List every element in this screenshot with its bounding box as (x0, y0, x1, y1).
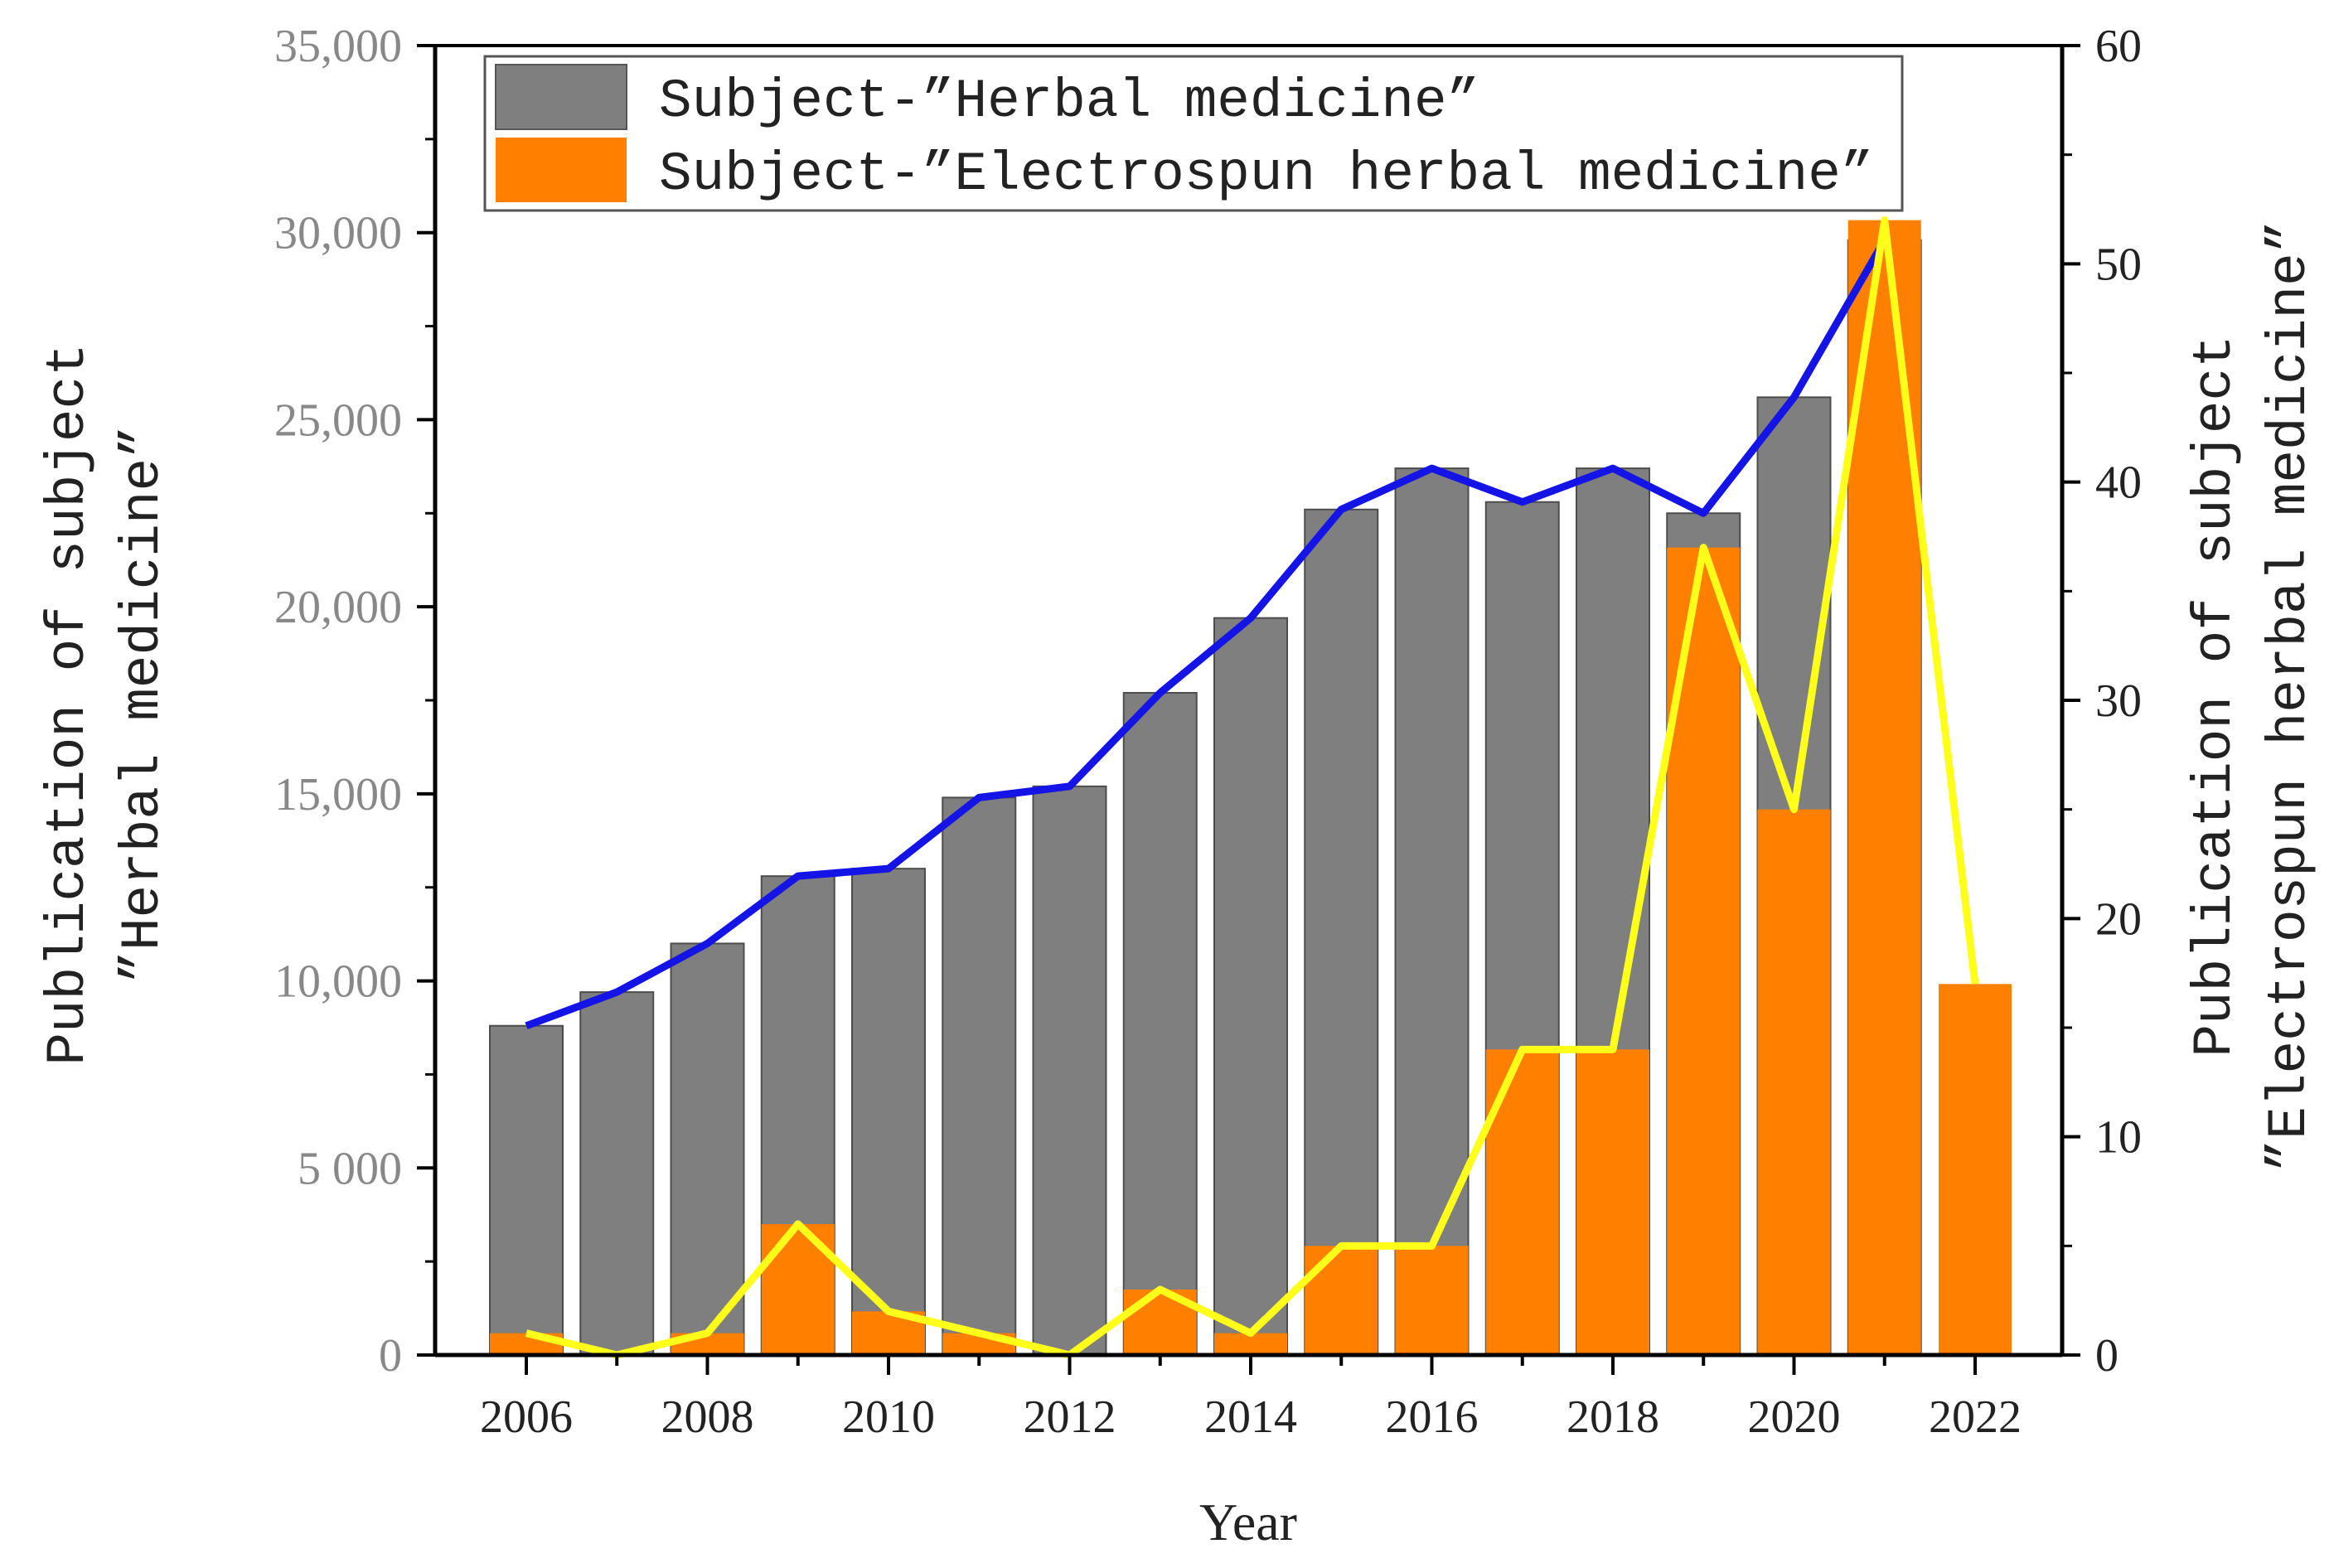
y2-tick-label: 50 (2095, 239, 2142, 290)
bar-herbal-2006 (489, 1024, 564, 1356)
y2-tick-label: 60 (2095, 21, 2142, 72)
bar-herbal-2007 (579, 991, 655, 1356)
y2-axis-title-line1: Publication of subject (2184, 335, 2246, 1057)
bar-herbal-2008 (670, 942, 745, 1357)
trend-lines (525, 216, 1979, 1359)
legend-label-electrospun: Subject-”Electrospun herbal medicine” (659, 143, 1873, 206)
bar-herbal-2015 (1304, 508, 1379, 1356)
bar-herbal-2014 (1213, 617, 1288, 1356)
y2-tick-label: 40 (2095, 457, 2142, 509)
bar-electrospun-2017 (1485, 1049, 1559, 1355)
bar-herbal-2012 (1032, 785, 1107, 1356)
electrospun-bars (490, 220, 2012, 1356)
y2-tick-label: 10 (2095, 1112, 2142, 1164)
x-tick-label: 2016 (1386, 1391, 1479, 1443)
y2-tick-label: 0 (2095, 1330, 2119, 1382)
x-tick-label: 2010 (842, 1391, 935, 1443)
bar-herbal-2011 (942, 796, 1017, 1356)
legend-swatch-electrospun (496, 138, 627, 202)
legend-box (483, 55, 1904, 212)
y-tick-label: 15,000 (274, 769, 402, 820)
bar-electrospun-2020 (1757, 809, 1831, 1355)
legend-swatch-herbal (495, 64, 627, 130)
bar-herbal-2016 (1394, 467, 1470, 1356)
y-tick-label: 5 000 (298, 1143, 402, 1194)
bar-herbal-2010 (851, 868, 926, 1356)
y-axis-title-line1: Publication of subject (37, 343, 99, 1065)
bar-herbal-2013 (1122, 691, 1198, 1356)
y2-axis-title-line2: ”Electrospun herbal medicine” (2259, 220, 2321, 1173)
y-tick-label: 20,000 (274, 582, 402, 633)
x-axis-title: Year (1199, 1493, 1297, 1551)
bar-electrospun-2022 (1939, 984, 2012, 1355)
y2-tick-label: 20 (2095, 893, 2142, 945)
line-herbal (525, 238, 1888, 1029)
y-tick-label: 25,000 (274, 394, 402, 446)
x-tick-label: 2008 (661, 1391, 754, 1443)
x-tick-label: 2014 (1204, 1391, 1297, 1443)
y-tick-label: 30,000 (274, 208, 402, 259)
bar-electrospun-2018 (1576, 1049, 1649, 1355)
ticks (417, 44, 2080, 1375)
y-tick-label: 10,000 (274, 956, 402, 1008)
x-tick-label: 2020 (1748, 1391, 1841, 1443)
y-tick-label: 0 (379, 1330, 402, 1382)
x-tick-label: 2018 (1566, 1391, 1659, 1443)
y2-tick-label: 30 (2095, 675, 2142, 727)
x-tick-label: 2022 (1929, 1391, 2022, 1443)
legend-label-herbal: Subject-”Herbal medicine” (659, 70, 1479, 133)
y-tick-label: 35,000 (274, 21, 402, 72)
legend: Subject-”Herbal medicine” Subject-”Elect… (483, 55, 1904, 212)
line-electrospun (525, 216, 1979, 1359)
x-tick-label: 2006 (480, 1391, 573, 1443)
bar-electrospun-2016 (1395, 1246, 1469, 1355)
tick-labels: 0 5 000 10,000 15,000 20,000 25,000 30,000 35,0… (274, 21, 2142, 1443)
bar-electrospun-2015 (1305, 1246, 1378, 1355)
x-tick-label: 2012 (1024, 1391, 1116, 1443)
y-axis-title-line2: ”Herbal medicine” (112, 425, 174, 983)
